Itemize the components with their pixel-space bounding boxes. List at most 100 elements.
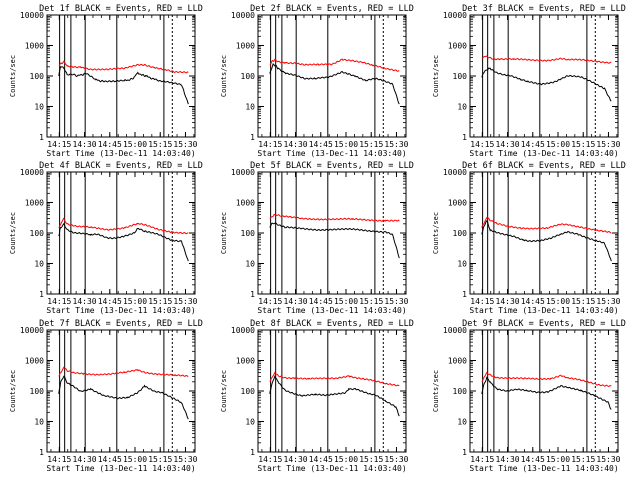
axes-box bbox=[46, 329, 196, 453]
x-tick-label: 14:30 bbox=[73, 297, 97, 306]
axes-box bbox=[46, 14, 196, 138]
x-tick-label: 14:15 bbox=[258, 297, 282, 306]
y-axis-label: Counts/sec bbox=[220, 55, 228, 97]
x-tick-label: 14:15 bbox=[47, 455, 71, 464]
panel-title: Det 9f BLACK = Events, RED = LLD bbox=[462, 319, 626, 329]
y-tick-label: 1000 bbox=[448, 42, 467, 51]
x-tick-label: 15:00 bbox=[546, 455, 570, 464]
events-series-line bbox=[269, 63, 400, 105]
y-tick-label: 1000 bbox=[236, 42, 255, 51]
lld-series-line bbox=[58, 60, 189, 74]
x-axis-label: Start Time (13-Dec-11 14:03:40) bbox=[257, 149, 406, 158]
x-tick-label: 15:00 bbox=[334, 140, 358, 149]
y-tick-label: 10000 bbox=[231, 168, 255, 177]
x-tick-label: 14:45 bbox=[98, 140, 122, 149]
x-tick-label: 15:00 bbox=[123, 140, 147, 149]
y-tick-label: 1000 bbox=[448, 357, 467, 366]
x-tick-label: 15:30 bbox=[173, 140, 197, 149]
y-tick-label: 10 bbox=[245, 260, 255, 269]
x-tick-label: 14:15 bbox=[47, 297, 71, 306]
y-tick-label: 10000 bbox=[443, 168, 467, 177]
y-tick-label: 1 bbox=[462, 133, 467, 142]
panel-title: Det 3f BLACK = Events, RED = LLD bbox=[462, 4, 626, 14]
x-tick-label: 14:45 bbox=[521, 140, 545, 149]
x-tick-label: 15:15 bbox=[571, 140, 595, 149]
x-tick-label: 15:30 bbox=[596, 455, 620, 464]
x-tick-label: 15:15 bbox=[359, 297, 383, 306]
x-tick-label: 14:30 bbox=[284, 140, 308, 149]
panel-det-9: Det 9f BLACK = Events, RED = LLD 1 10 100 10… bbox=[432, 319, 626, 473]
y-tick-label: 1 bbox=[250, 448, 255, 457]
x-tick-label: 15:00 bbox=[123, 455, 147, 464]
lld-series-line bbox=[481, 217, 612, 234]
y-axis-label: Counts/sec bbox=[9, 55, 17, 97]
panel-title: Det 5f BLACK = Events, RED = LLD bbox=[250, 161, 414, 171]
x-axis-label: Start Time (13-Dec-11 14:03:40) bbox=[469, 149, 618, 158]
x-tick-label: 15:15 bbox=[571, 455, 595, 464]
x-axis-label: Start Time (13-Dec-11 14:03:40) bbox=[46, 149, 195, 158]
y-tick-label: 100 bbox=[30, 387, 45, 396]
x-tick-label: 14:45 bbox=[309, 140, 333, 149]
y-tick-label: 1 bbox=[250, 133, 255, 142]
y-tick-label: 100 bbox=[30, 72, 45, 81]
y-tick-label: 10000 bbox=[443, 11, 467, 20]
y-tick-label: 10 bbox=[245, 103, 255, 112]
y-tick-label: 1000 bbox=[236, 357, 255, 366]
y-axis-label: Counts/sec bbox=[220, 370, 228, 412]
y-tick-label: 100 bbox=[453, 72, 468, 81]
x-tick-label: 14:15 bbox=[258, 140, 282, 149]
panel-title: Det 6f BLACK = Events, RED = LLD bbox=[462, 161, 626, 171]
y-axis-label: Counts/sec bbox=[9, 212, 17, 254]
y-axis-label: Counts/sec bbox=[432, 55, 440, 97]
y-tick-label: 1000 bbox=[25, 199, 44, 208]
panel-det-5: Det 5f BLACK = Events, RED = LLD 1 10 100 10… bbox=[220, 161, 414, 315]
y-tick-label: 10 bbox=[34, 103, 44, 112]
x-tick-label: 14:30 bbox=[496, 455, 520, 464]
x-tick-label: 15:00 bbox=[334, 297, 358, 306]
x-tick-label: 14:30 bbox=[496, 297, 520, 306]
lld-series-line bbox=[269, 371, 400, 387]
lld-series-line bbox=[58, 366, 189, 377]
axes-box bbox=[257, 171, 407, 295]
x-tick-label: 15:00 bbox=[546, 140, 570, 149]
lld-series-line bbox=[481, 371, 612, 388]
x-tick-label: 14:15 bbox=[470, 297, 494, 306]
events-series-line bbox=[481, 376, 612, 410]
x-axis-label: Start Time (13-Dec-11 14:03:40) bbox=[469, 306, 618, 315]
x-tick-label: 15:30 bbox=[384, 455, 408, 464]
y-tick-label: 10000 bbox=[20, 11, 44, 20]
panel-det-7: Det 7f BLACK = Events, RED = LLD 1 10 100 10… bbox=[9, 319, 203, 473]
x-tick-label: 15:15 bbox=[148, 297, 172, 306]
x-tick-label: 15:30 bbox=[173, 297, 197, 306]
axes-box bbox=[469, 171, 619, 295]
y-tick-label: 1000 bbox=[236, 199, 255, 208]
y-tick-label: 100 bbox=[453, 229, 468, 238]
y-tick-label: 10000 bbox=[231, 326, 255, 335]
x-tick-label: 15:00 bbox=[334, 455, 358, 464]
axes-box bbox=[469, 329, 619, 453]
events-series-line bbox=[481, 67, 612, 102]
panel-title: Det 4f BLACK = Events, RED = LLD bbox=[39, 161, 203, 171]
y-axis-label: Counts/sec bbox=[432, 212, 440, 254]
axes-box bbox=[46, 171, 196, 295]
x-tick-label: 15:30 bbox=[596, 140, 620, 149]
y-tick-label: 1 bbox=[39, 133, 44, 142]
panel-title: Det 8f BLACK = Events, RED = LLD bbox=[250, 319, 414, 329]
y-tick-label: 10 bbox=[34, 260, 44, 269]
x-axis-label: Start Time (13-Dec-11 14:03:40) bbox=[469, 464, 618, 473]
x-tick-label: 14:30 bbox=[284, 297, 308, 306]
x-axis-label: Start Time (13-Dec-11 14:03:40) bbox=[257, 306, 406, 315]
x-tick-label: 15:15 bbox=[148, 140, 172, 149]
y-axis-label: Counts/sec bbox=[220, 212, 228, 254]
panel-title: Det 7f BLACK = Events, RED = LLD bbox=[39, 319, 203, 329]
y-tick-label: 1 bbox=[462, 448, 467, 457]
x-tick-label: 14:45 bbox=[98, 455, 122, 464]
lld-series-line bbox=[481, 55, 612, 64]
panel-det-2: Det 2f BLACK = Events, RED = LLD 1 10 100 10… bbox=[220, 4, 414, 158]
y-tick-label: 10 bbox=[34, 418, 44, 427]
lld-series-line bbox=[58, 217, 189, 235]
y-tick-label: 1 bbox=[39, 448, 44, 457]
y-tick-label: 100 bbox=[453, 387, 468, 396]
x-tick-label: 14:45 bbox=[309, 455, 333, 464]
